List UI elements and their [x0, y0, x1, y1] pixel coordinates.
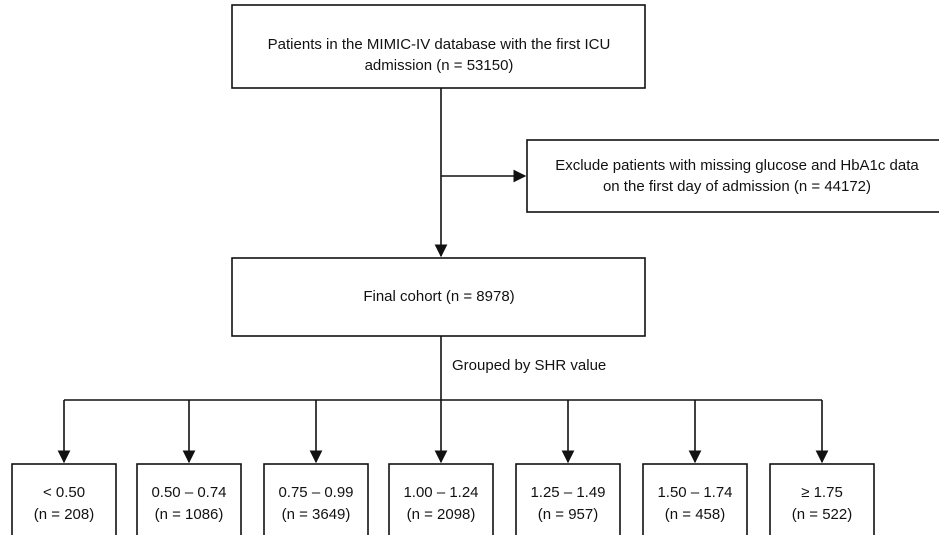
group-box — [769, 463, 875, 535]
group-range: 1.00 – 1.24 — [403, 484, 478, 501]
group-box — [263, 463, 369, 535]
group-range: 0.50 – 0.74 — [151, 484, 226, 501]
group-count: (n = 2098) — [407, 506, 476, 523]
node-text: admission (n = 53150) — [365, 57, 514, 74]
group-range: 0.75 – 0.99 — [278, 484, 353, 501]
node-text: on the first day of admission (n = 44172… — [603, 178, 871, 195]
group-count: (n = 208) — [34, 506, 94, 523]
group-count: (n = 522) — [792, 506, 852, 523]
node-box — [231, 4, 646, 89]
node-box — [526, 139, 939, 213]
group-box — [11, 463, 117, 535]
group-range: 1.25 – 1.49 — [530, 484, 605, 501]
group-box — [388, 463, 494, 535]
node-box — [231, 257, 646, 337]
node-text: Patients in the MIMIC-IV database with t… — [268, 36, 611, 53]
group-range: 1.50 – 1.74 — [657, 484, 732, 501]
group-row: < 0.50 (n = 208) 0.50 – 0.74 (n = 1086) 0.75… — [11, 400, 875, 535]
group-count: (n = 3649) — [282, 506, 351, 523]
group-count: (n = 458) — [665, 506, 725, 523]
group-box — [515, 463, 621, 535]
node-text: Exclude patients with missing glucose an… — [555, 157, 919, 174]
node-text: Final cohort (n = 8978) — [363, 288, 514, 305]
group-box — [136, 463, 242, 535]
group-range: < 0.50 — [43, 484, 85, 501]
group-box — [642, 463, 748, 535]
group-range: ≥ 1.75 — [801, 484, 843, 501]
group-count: (n = 1086) — [155, 506, 224, 523]
edge-label: Grouped by SHR value — [452, 357, 606, 374]
group-count: (n = 957) — [538, 506, 598, 523]
